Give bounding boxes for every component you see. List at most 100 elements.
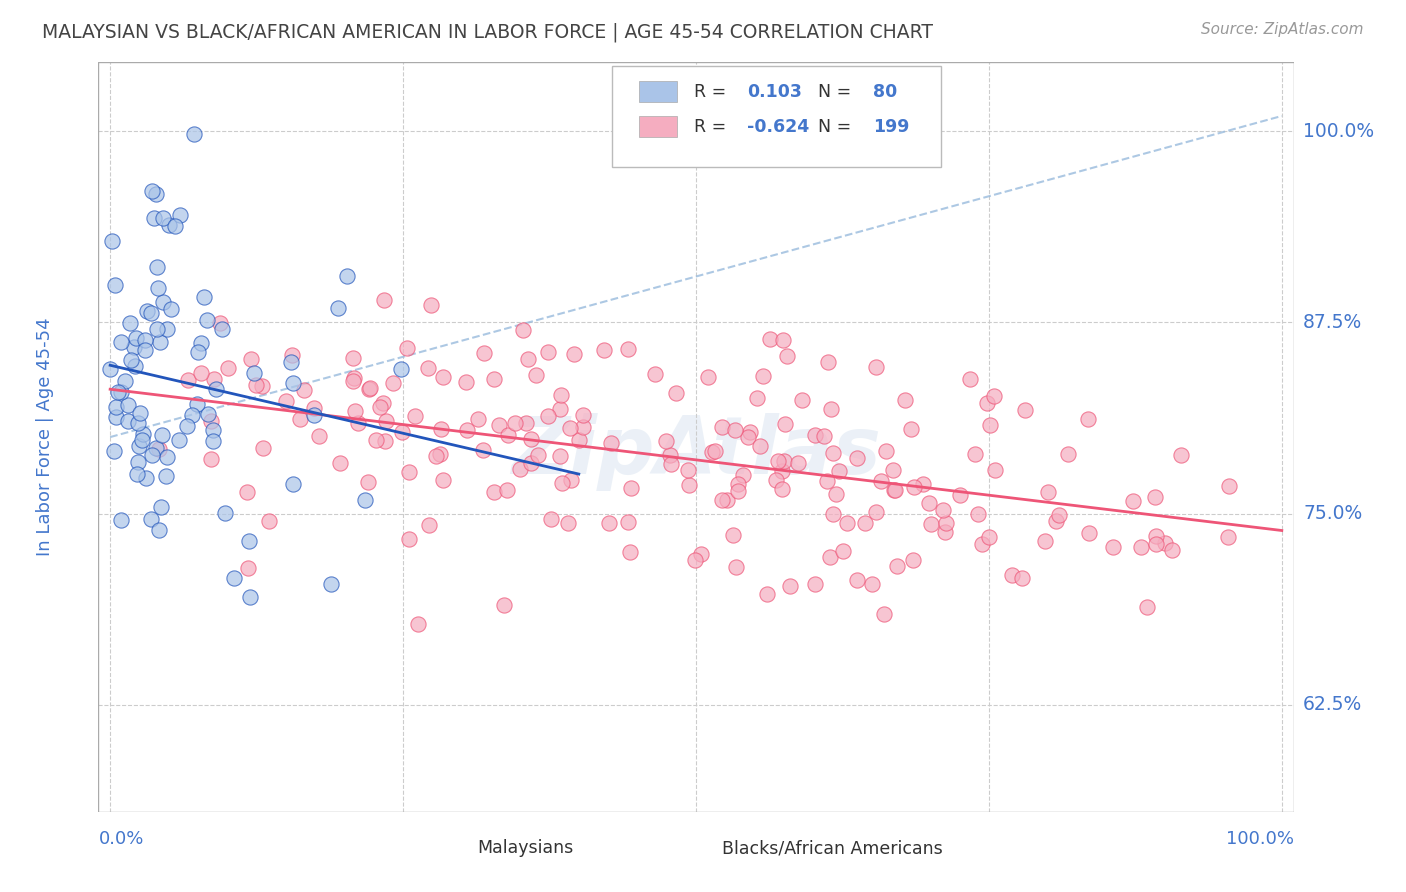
Point (482, 485, 505, 500)
Point (398, 465, 420, 479)
Point (105, 409, 128, 424)
Point (779, 579, 801, 593)
Point (920, 516, 942, 531)
Point (711, 493, 734, 508)
Point (471, 442, 494, 457)
Point (846, 574, 869, 588)
Point (382, 376, 405, 390)
Point (659, 448, 682, 462)
Point (873, 607, 896, 621)
Point (292, 383, 315, 397)
Point (520, 456, 543, 470)
Point (354, 493, 377, 508)
Point (560, 420, 582, 434)
Point (766, 453, 789, 467)
Point (364, 433, 387, 447)
Point (548, 401, 571, 416)
Point (389, 362, 412, 376)
Point (148, 442, 170, 456)
Point (155, 469, 177, 483)
Point (1144, 529, 1167, 543)
Point (828, 464, 851, 478)
Point (1001, 567, 1024, 582)
Point (141, 184, 163, 198)
Point (183, 127, 205, 141)
Point (193, 290, 215, 304)
Point (749, 439, 772, 453)
Point (211, 322, 233, 336)
Point (122, 340, 145, 354)
Point (979, 417, 1001, 432)
Point (865, 505, 887, 519)
Point (430, 422, 453, 436)
Point (139, 306, 162, 320)
Point (520, 433, 543, 447)
Point (120, 353, 142, 368)
Text: Blacks/African Americans: Blacks/African Americans (723, 839, 943, 857)
Point (983, 463, 1005, 477)
Point (214, 506, 236, 520)
Point (398, 532, 420, 546)
Point (572, 419, 595, 434)
Point (967, 508, 990, 522)
Point (697, 370, 720, 384)
Point (509, 461, 531, 475)
Point (790, 393, 813, 408)
Point (432, 473, 454, 487)
Point (371, 396, 394, 410)
Point (145, 187, 167, 202)
Point (815, 474, 838, 488)
Point (894, 393, 917, 408)
Point (180, 408, 202, 422)
Point (804, 577, 827, 591)
Point (187, 344, 209, 359)
Point (308, 428, 330, 442)
Point (756, 587, 779, 601)
Point (644, 367, 666, 381)
Point (156, 322, 179, 336)
Point (319, 576, 342, 591)
Point (252, 379, 274, 393)
Point (665, 385, 688, 400)
Point (496, 483, 519, 497)
Point (131, 433, 153, 447)
Point (104, 400, 127, 414)
Point (127, 416, 149, 430)
FancyBboxPatch shape (613, 66, 941, 168)
Point (865, 359, 887, 374)
Point (148, 524, 170, 538)
Point (357, 475, 380, 489)
Point (869, 474, 891, 488)
Point (557, 516, 579, 531)
Point (347, 417, 370, 431)
Point (190, 335, 212, 350)
Point (659, 457, 682, 471)
Point (110, 384, 132, 399)
Point (550, 388, 572, 402)
Text: 100.0%: 100.0% (1226, 830, 1294, 848)
Point (186, 397, 208, 411)
Point (202, 434, 225, 449)
Point (110, 513, 132, 527)
Point (152, 211, 174, 225)
Point (903, 480, 925, 494)
Point (820, 401, 842, 416)
Point (562, 347, 585, 361)
Point (127, 455, 149, 469)
Point (114, 374, 136, 388)
FancyBboxPatch shape (638, 116, 676, 137)
Point (765, 473, 787, 487)
Point (302, 408, 325, 422)
Point (146, 321, 169, 335)
Point (135, 304, 157, 318)
Point (224, 571, 246, 585)
Point (737, 430, 759, 444)
Point (537, 409, 560, 424)
Point (1047, 508, 1070, 522)
Point (600, 436, 623, 450)
Point (1218, 479, 1240, 493)
Point (825, 487, 848, 501)
Point (280, 355, 302, 369)
Point (359, 381, 381, 395)
Text: N =: N = (807, 83, 856, 101)
